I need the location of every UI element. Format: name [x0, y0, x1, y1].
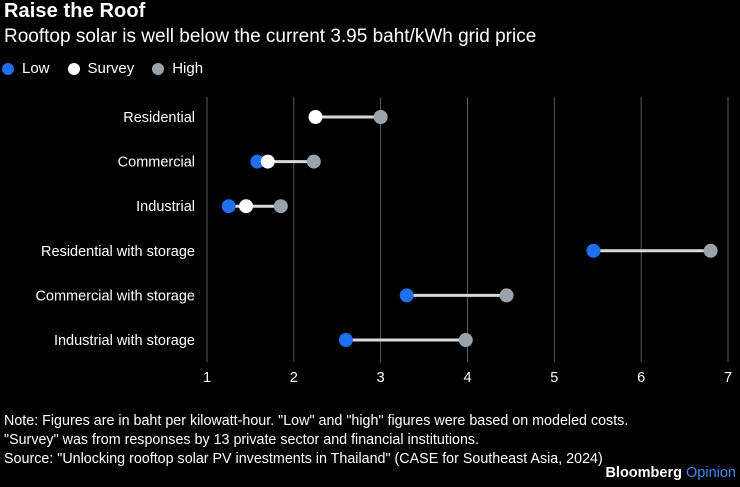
- brand-name: Bloomberg: [605, 465, 682, 481]
- category-label-3: Residential with storage: [41, 244, 195, 260]
- point-high-3: [703, 243, 718, 258]
- source-line: Source: "Unlocking rooftop solar PV inve…: [4, 451, 603, 467]
- point-survey-2: [239, 199, 254, 214]
- x-tick-label-4: 4: [463, 370, 471, 386]
- note-line-1: Note: Figures are in baht per kilowatt-h…: [4, 413, 629, 429]
- legend-marker-survey: [67, 62, 80, 75]
- x-tick-label-1: 1: [203, 370, 211, 386]
- point-low-1: [250, 154, 265, 169]
- point-high-2: [273, 199, 288, 214]
- legend-label-high: High: [172, 60, 204, 77]
- legend-label-low: Low: [22, 60, 50, 77]
- point-low-3: [586, 243, 601, 258]
- legend-marker-low: [2, 62, 14, 75]
- legend-marker-high: [152, 62, 165, 75]
- category-label-4: Commercial with storage: [35, 288, 195, 304]
- point-survey-0: [308, 110, 323, 124]
- note-line-2: "Survey" was from responses by 13 privat…: [4, 432, 480, 448]
- chart-subtitle: Rooftop solar is well below the current …: [4, 26, 537, 47]
- brand-accent: Opinion: [686, 465, 736, 481]
- x-tick-label-5: 5: [550, 370, 558, 386]
- point-survey-1: [260, 154, 275, 169]
- point-high-0: [373, 110, 388, 124]
- point-high-4: [499, 288, 514, 303]
- x-tick-label-3: 3: [377, 370, 385, 386]
- brand-logo: Bloomberg Opinion: [605, 465, 736, 481]
- x-tick-label-6: 6: [637, 370, 645, 386]
- x-tick-label-7: 7: [724, 370, 732, 386]
- point-low-5: [338, 333, 353, 347]
- chart-title: Raise the Roof: [4, 0, 146, 22]
- chart-notes: Note: Figures are in baht per kilowatt-h…: [4, 412, 628, 469]
- category-label-2: Industrial: [136, 199, 195, 215]
- x-tick-label-2: 2: [290, 370, 298, 386]
- legend-item-high: High: [152, 60, 203, 77]
- legend-item-survey: Survey: [67, 60, 135, 77]
- category-label-0: Residential: [123, 110, 195, 126]
- category-label-1: Commercial: [118, 155, 195, 171]
- point-high-1: [306, 154, 321, 169]
- legend-label-survey: Survey: [87, 60, 135, 77]
- legend-item-low: Low: [2, 60, 50, 77]
- dumbbell-chart: 1 2 3 4 5 6 7 Residential Commercial Industrial Re…: [35, 97, 732, 386]
- legend: Low Survey High: [2, 60, 221, 77]
- point-low-4: [399, 288, 414, 303]
- point-low-2: [221, 199, 236, 214]
- category-label-5: Industrial with storage: [54, 333, 195, 349]
- point-high-5: [458, 333, 473, 347]
